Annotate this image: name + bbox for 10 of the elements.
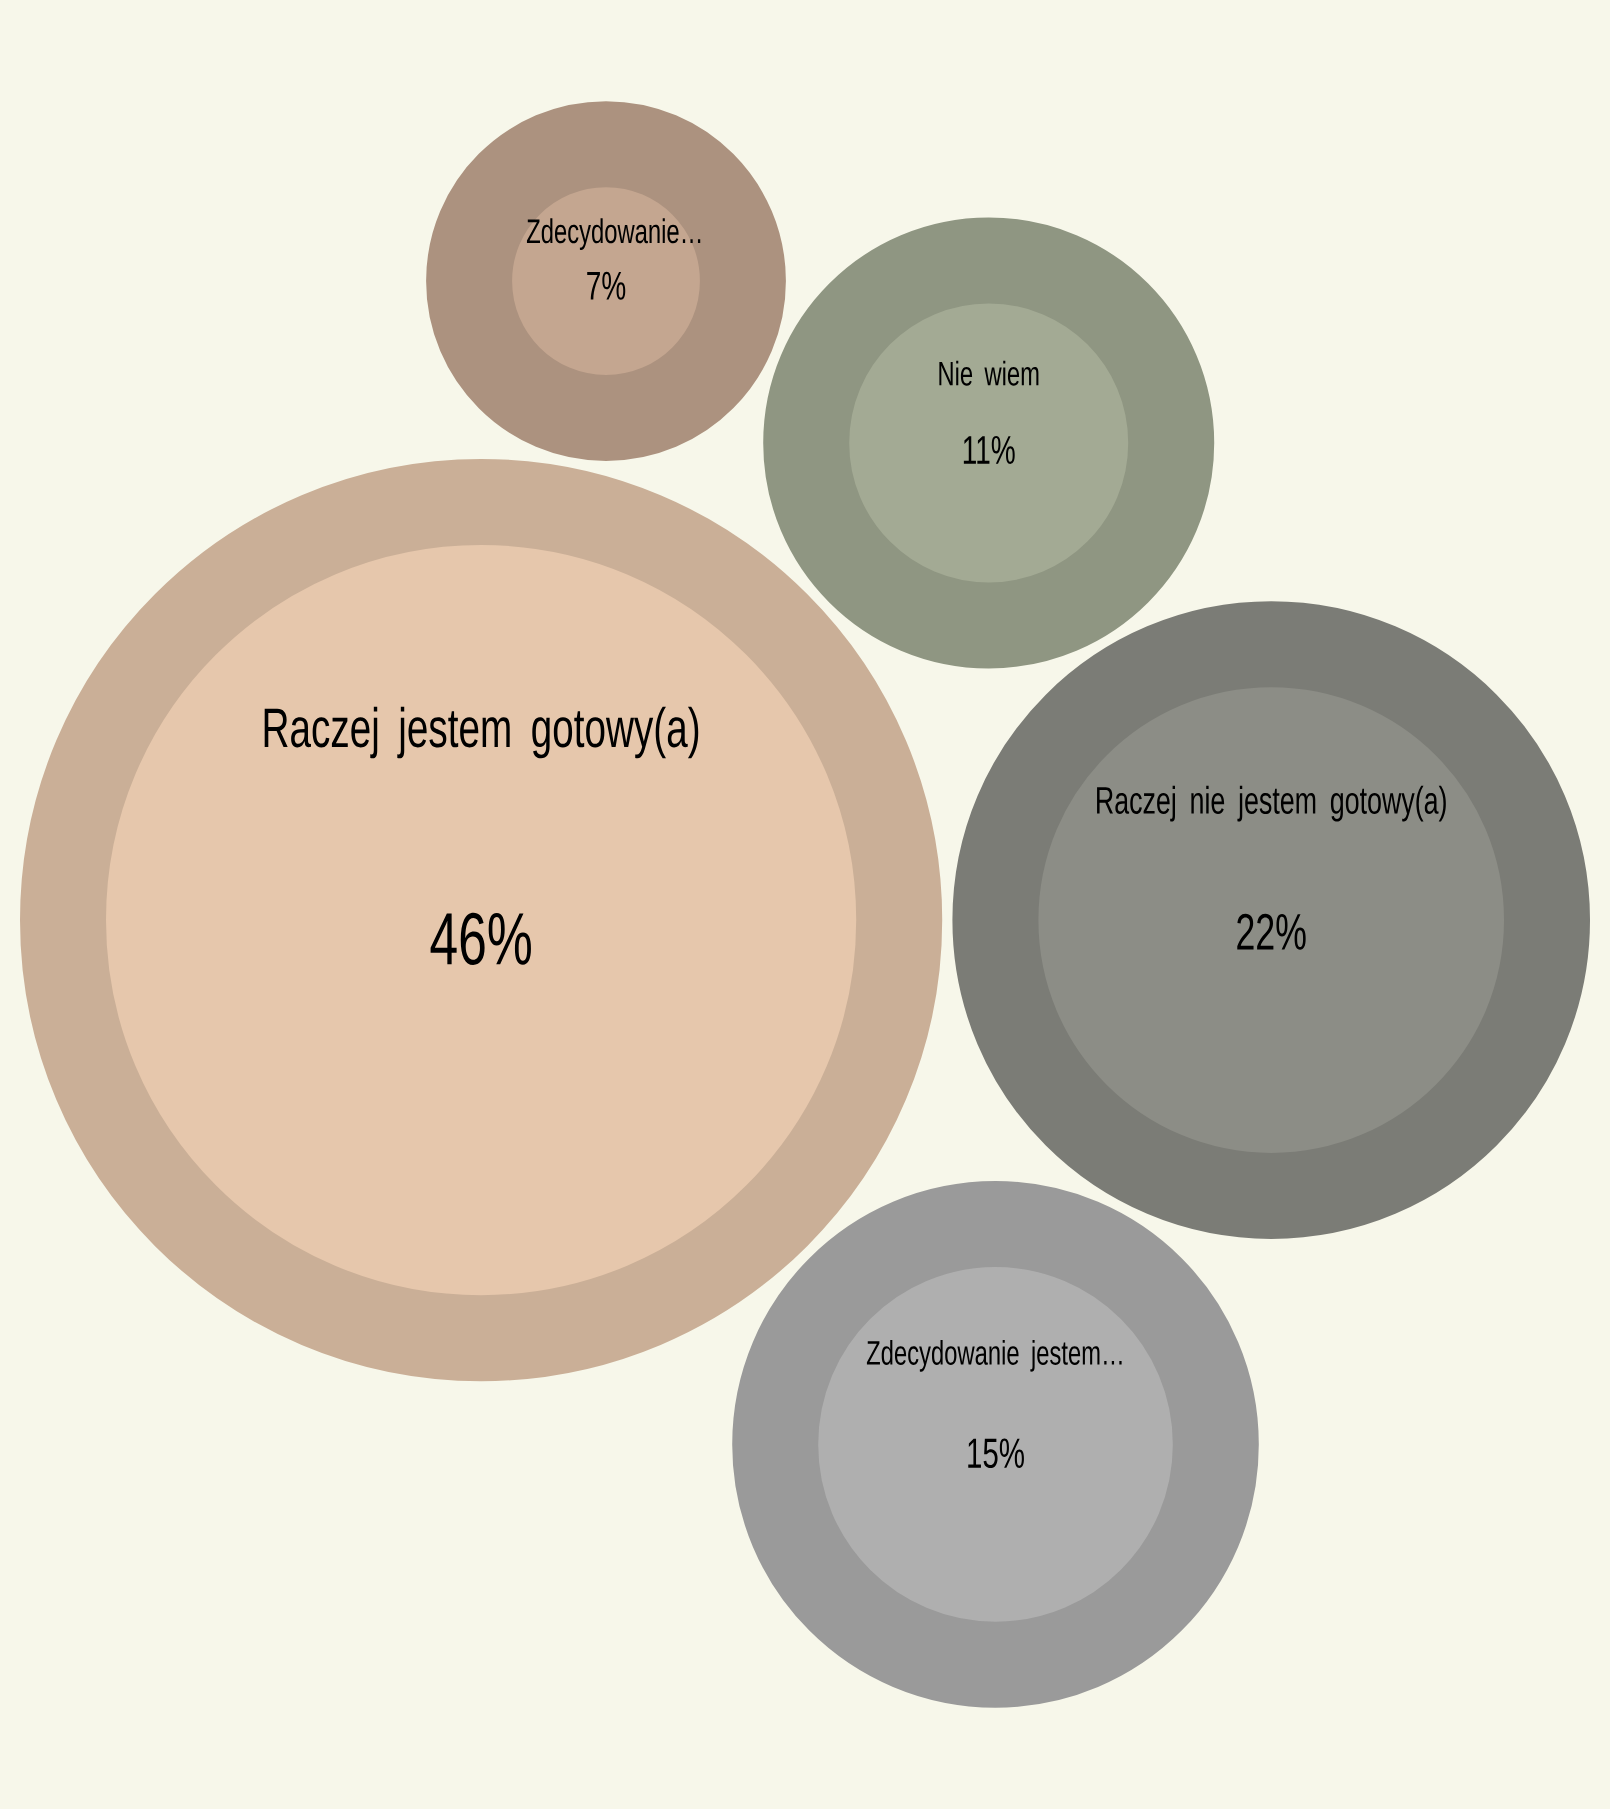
category-label: Raczej jestem gotowy(a) [264,706,699,759]
category-label: Raczej nie jestem gotowy(a) [1097,785,1446,822]
data-label: 22% [1237,913,1306,950]
data-label: 11% [963,435,1015,464]
data-label: 46% [430,912,531,966]
data-label: 15% [968,1438,1024,1469]
category-label: Nie wiem [939,360,1039,386]
category-label: Zdecydowanie… [526,218,701,251]
category-label: Zdecydowanie jestem… [866,1339,1122,1372]
data-label: 7% [587,271,626,300]
